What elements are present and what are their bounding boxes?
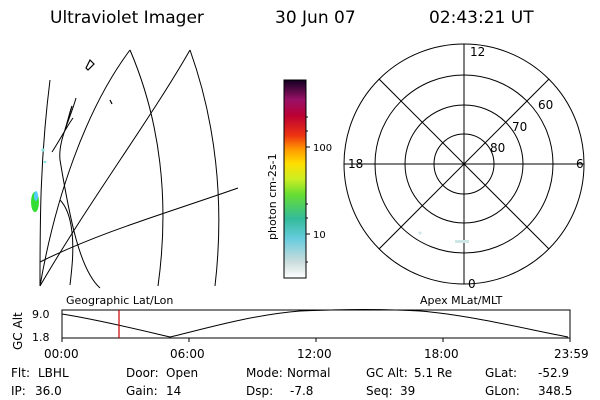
mlt-label-12: 12 [470, 45, 485, 59]
gc-alt-value: 5.1 Re [414, 366, 453, 380]
flt-key: Flt: [11, 366, 30, 380]
glon-value: 348.5 [538, 384, 573, 398]
orbit-xtick-2: 12:00 [297, 347, 332, 361]
orbit-ytick-min: 1.8 [32, 331, 50, 344]
orbit-plot-frame [61, 309, 571, 339]
orbit-xtick-1: 06:00 [170, 347, 205, 361]
lat-label-70: 70 [512, 120, 527, 134]
orbit-xtick-4: 23:59 [554, 347, 589, 361]
mode-value: Normal [287, 366, 331, 380]
ip-key: IP: [11, 384, 26, 398]
image-date: 30 Jun 07 [275, 8, 356, 28]
seq-key: Seq: [366, 384, 393, 398]
seq-value: 39 [400, 384, 416, 398]
flt-value: LBHL [38, 366, 69, 380]
glat-value: -52.9 [538, 366, 570, 380]
lat-label-60: 60 [538, 98, 553, 112]
door-key: Door: [126, 366, 159, 380]
dsp-value: -7.8 [290, 384, 314, 398]
image-time: 02:43:21 UT [429, 8, 534, 28]
geographic-lat-lon-label: Geographic Lat/Lon [66, 294, 173, 307]
lat-label-80: 80 [490, 141, 505, 155]
orbit-ylabel: GC Alt [11, 312, 25, 350]
gain-key: Gain: [126, 384, 158, 398]
ip-value: 36.0 [35, 384, 62, 398]
gain-value: 14 [166, 384, 182, 398]
apex-mlat-mlt-label: Apex MLat/MLT [420, 294, 503, 307]
colorbar-label: photon cm-2s-1 [266, 153, 279, 240]
colorbar-tick-100: 100 [313, 143, 332, 154]
orbit-xtick-3: 18:00 [424, 347, 459, 361]
mlt-label-18: 18 [348, 157, 363, 171]
colorbar-tick-10: 10 [313, 230, 326, 241]
mlt-label-0: 0 [468, 277, 476, 291]
app-title: Ultraviolet Imager [50, 8, 204, 28]
orbit-ytick-max: 9.0 [32, 308, 50, 321]
gc-alt-key: GC Alt: [366, 366, 408, 380]
door-value: Open [166, 366, 199, 380]
dsp-key: Dsp: [246, 384, 274, 398]
glon-key: GLon: [485, 384, 520, 398]
mlt-label-6: 6 [576, 157, 584, 171]
orbit-altitude-curve [61, 309, 569, 338]
orbit-xtick-0: 00:00 [44, 347, 79, 361]
glat-key: GLat: [485, 366, 518, 380]
mode-key: Mode: [246, 366, 283, 380]
